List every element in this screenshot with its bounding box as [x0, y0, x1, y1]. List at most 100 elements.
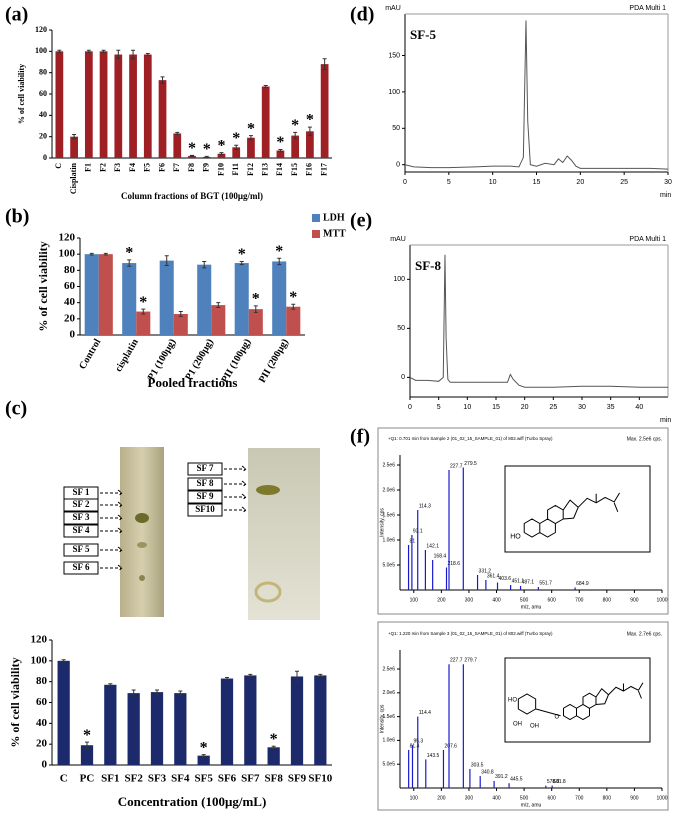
bar — [290, 676, 304, 765]
structure-label: O — [555, 714, 560, 720]
structure-label: OH — [530, 724, 539, 730]
error-bar — [204, 155, 209, 158]
error-bar — [295, 670, 299, 683]
x-tick-label: 600 — [548, 597, 557, 603]
y-tick-label: 5.0e5 — [382, 562, 395, 568]
error-bar — [219, 152, 224, 156]
panel-label: (f) — [350, 426, 370, 448]
y-tick-label: 40 — [39, 110, 47, 119]
peak-label: 227.7 — [450, 463, 463, 469]
y-tick-label: 100 — [35, 46, 47, 55]
error-bar — [108, 683, 113, 687]
peak-label: 227.7 — [450, 658, 463, 664]
peak-label: 331.2 — [479, 568, 492, 574]
y-tick-label: 40 — [36, 717, 48, 729]
x-tick-label: 100 — [410, 597, 419, 603]
bar — [276, 150, 285, 158]
bar — [211, 305, 226, 335]
tlc-spot — [135, 513, 149, 523]
panel-label: (e) — [350, 210, 372, 232]
error-bar — [101, 49, 106, 53]
error-bar — [86, 49, 91, 53]
significance-mark: * — [83, 727, 91, 744]
error-bar — [277, 257, 282, 266]
bar — [174, 693, 187, 765]
arrow — [224, 465, 247, 473]
x-tick-label: SF6 — [218, 773, 237, 785]
arrow — [100, 514, 123, 522]
peak-label: 303.5 — [471, 762, 484, 768]
x-axis-label: min — [660, 417, 671, 424]
label-box — [63, 543, 99, 557]
bar — [122, 263, 137, 335]
error-bar — [201, 754, 206, 758]
arrow — [224, 493, 247, 501]
x-tick-label: 20 — [521, 404, 529, 411]
peak-label: 340.8 — [481, 769, 494, 775]
significance-mark: * — [200, 739, 208, 756]
x-tick-label: 800 — [603, 795, 612, 801]
x-tick-label: F14 — [275, 163, 284, 176]
label-box — [63, 561, 99, 575]
bar — [247, 137, 255, 158]
label-box — [187, 462, 223, 476]
error-bar — [216, 302, 221, 309]
y-axis-label: % of cell viability — [17, 64, 26, 124]
chart-title: SF-8 — [415, 258, 442, 273]
y-tick-label: 2.5e6 — [382, 462, 395, 468]
y-tick-label: 2.0e6 — [382, 487, 395, 493]
x-tick-label: SF8 — [264, 773, 283, 785]
bar — [232, 147, 241, 158]
y-tick-label: 50 — [392, 125, 400, 132]
tlc-spot — [254, 581, 282, 603]
y-tick-label: 120 — [35, 25, 47, 34]
significance-mark: * — [188, 140, 196, 157]
bar — [136, 311, 151, 335]
tlc-spot — [256, 485, 280, 495]
peak-label: 391.2 — [495, 774, 508, 780]
peak-label: 361.4 — [487, 573, 500, 579]
error-bar — [322, 58, 327, 70]
peak-label: 451.1 — [512, 578, 525, 584]
y-tick-label: 40 — [64, 296, 76, 308]
significance-mark: * — [125, 244, 133, 261]
x-tick-label: 400 — [492, 597, 501, 603]
bar — [320, 64, 329, 158]
error-bar — [141, 308, 146, 315]
structure — [517, 693, 561, 717]
x-tick-label: 5 — [447, 179, 451, 186]
peak-label: 168.4 — [434, 553, 447, 559]
legend-swatch — [312, 214, 320, 222]
x-tick-label: SF10 — [308, 773, 332, 785]
y-tick-label: 100 — [393, 276, 405, 283]
arrow — [100, 501, 123, 509]
y-tick-label: 1.5e6 — [382, 512, 395, 518]
label-box — [63, 511, 99, 525]
error-bar — [131, 49, 136, 60]
error-bar — [225, 677, 229, 681]
chromatogram-line — [404, 20, 669, 170]
x-tick-label: SF3 — [148, 773, 167, 785]
tlc-label: SF 5 — [73, 544, 90, 554]
significance-mark: * — [252, 291, 260, 308]
error-bar — [127, 259, 132, 267]
bar — [173, 133, 182, 158]
peak-label: 487.1 — [522, 579, 535, 585]
legend-label: MTT — [323, 228, 346, 239]
arrow — [224, 480, 247, 488]
bar — [272, 261, 287, 335]
peak-label: 403.6 — [499, 576, 512, 582]
peak-label: 551.7 — [539, 580, 552, 586]
peak-label: 445.5 — [510, 777, 523, 783]
x-tick-label: F2 — [98, 163, 107, 172]
x-tick-label: F13 — [261, 163, 270, 176]
error-bar — [89, 252, 94, 256]
y-axis-label: % of cell viability — [8, 657, 22, 747]
bar — [248, 309, 263, 335]
x-axis-label: Concentration (100μg/mL) — [118, 794, 267, 809]
bar — [197, 264, 212, 335]
panel-label: (a) — [5, 4, 28, 26]
tlc-label: SF 2 — [73, 499, 90, 509]
error-bar — [155, 689, 159, 695]
